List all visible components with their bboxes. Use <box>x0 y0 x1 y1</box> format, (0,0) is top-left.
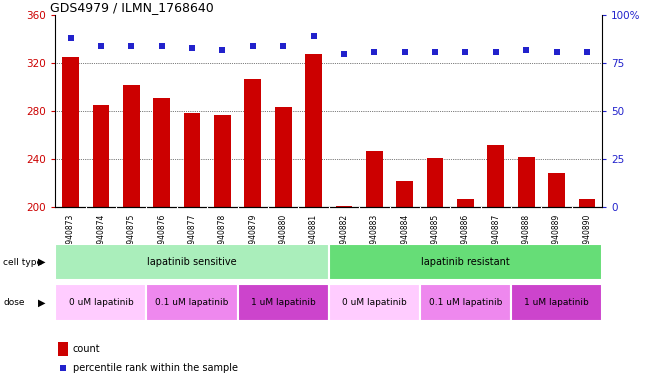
Point <box>156 43 167 49</box>
Bar <box>154 98 170 207</box>
Point <box>551 49 562 55</box>
Bar <box>366 151 383 207</box>
Text: 0.1 uM lapatinib: 0.1 uM lapatinib <box>156 298 229 307</box>
Bar <box>420 284 511 321</box>
Bar <box>184 113 201 207</box>
Text: GSM940877: GSM940877 <box>187 214 197 260</box>
Bar <box>92 105 109 207</box>
Point <box>247 43 258 49</box>
Bar <box>396 181 413 207</box>
Bar <box>55 284 146 321</box>
Point <box>278 43 288 49</box>
Bar <box>62 57 79 207</box>
Bar <box>548 172 565 207</box>
Point <box>491 49 501 55</box>
Bar <box>329 284 420 321</box>
Text: GSM940889: GSM940889 <box>552 214 561 260</box>
Point <box>369 49 380 55</box>
Bar <box>305 54 322 207</box>
Text: GSM940881: GSM940881 <box>309 214 318 260</box>
Text: GSM940885: GSM940885 <box>430 214 439 260</box>
Text: GSM940880: GSM940880 <box>279 214 288 260</box>
Point <box>582 49 592 55</box>
Text: GSM940887: GSM940887 <box>492 214 501 260</box>
Bar <box>123 85 140 207</box>
Text: GSM940884: GSM940884 <box>400 214 409 260</box>
Text: lapatinib sensitive: lapatinib sensitive <box>147 257 237 267</box>
Text: 0.1 uM lapatinib: 0.1 uM lapatinib <box>429 298 502 307</box>
Point <box>460 49 471 55</box>
Text: GSM940882: GSM940882 <box>339 214 348 260</box>
Bar <box>55 244 329 280</box>
Point <box>217 47 228 53</box>
Point <box>58 365 68 371</box>
Text: GSM940890: GSM940890 <box>583 214 592 260</box>
Text: GSM940874: GSM940874 <box>96 214 105 260</box>
Bar <box>329 244 602 280</box>
Bar <box>214 115 230 207</box>
Bar <box>427 158 443 207</box>
Text: lapatinib resistant: lapatinib resistant <box>421 257 510 267</box>
Point <box>65 35 76 41</box>
Bar <box>336 206 352 207</box>
Text: 1 uM lapatinib: 1 uM lapatinib <box>524 298 589 307</box>
Text: GSM940879: GSM940879 <box>248 214 257 260</box>
Bar <box>579 199 596 207</box>
Text: cell type: cell type <box>3 258 42 266</box>
Point <box>187 45 197 51</box>
Bar <box>457 199 474 207</box>
Point <box>339 51 349 57</box>
Bar <box>275 106 292 207</box>
Text: GSM940875: GSM940875 <box>127 214 136 260</box>
Point <box>96 43 106 49</box>
Point <box>430 49 440 55</box>
Text: GSM940878: GSM940878 <box>218 214 227 260</box>
Bar <box>488 145 504 207</box>
Text: percentile rank within the sample: percentile rank within the sample <box>73 363 238 373</box>
Text: GSM940876: GSM940876 <box>157 214 166 260</box>
Text: 1 uM lapatinib: 1 uM lapatinib <box>251 298 316 307</box>
Bar <box>244 79 261 207</box>
Bar <box>58 342 68 356</box>
Text: GSM940883: GSM940883 <box>370 214 379 260</box>
Text: GSM940886: GSM940886 <box>461 214 470 260</box>
Text: dose: dose <box>3 298 25 307</box>
Bar <box>518 157 534 207</box>
Text: ▶: ▶ <box>38 257 46 267</box>
Text: GDS4979 / ILMN_1768640: GDS4979 / ILMN_1768640 <box>50 1 214 14</box>
Text: 0 uM lapatinib: 0 uM lapatinib <box>342 298 407 307</box>
Text: GSM940873: GSM940873 <box>66 214 75 260</box>
Text: count: count <box>73 344 100 354</box>
Text: ▶: ▶ <box>38 297 46 308</box>
Point <box>309 33 319 40</box>
Point <box>126 43 137 49</box>
Bar <box>511 284 602 321</box>
Point <box>400 49 410 55</box>
Point <box>521 47 531 53</box>
Text: 0 uM lapatinib: 0 uM lapatinib <box>68 298 133 307</box>
Text: GSM940888: GSM940888 <box>521 214 531 260</box>
Bar <box>238 284 329 321</box>
Bar <box>146 284 238 321</box>
